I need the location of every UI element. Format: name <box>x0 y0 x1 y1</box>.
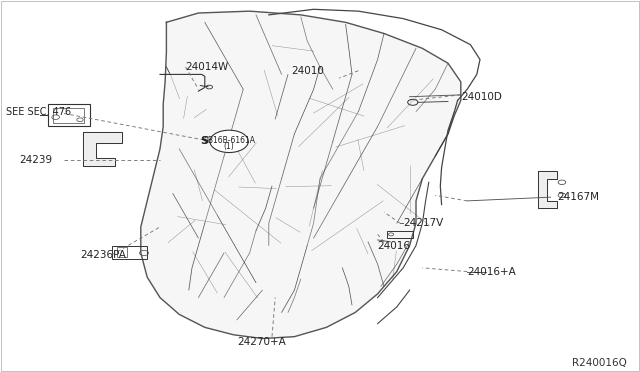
Text: 24167M: 24167M <box>557 192 599 202</box>
Bar <box>48 104 90 126</box>
Bar <box>387 231 413 238</box>
Text: 24217V: 24217V <box>403 218 444 228</box>
Polygon shape <box>141 11 461 339</box>
Text: SEE SEC. 476: SEE SEC. 476 <box>6 107 72 116</box>
Text: (1): (1) <box>224 142 234 151</box>
Text: 24010: 24010 <box>291 66 324 76</box>
Text: 24010D: 24010D <box>461 92 502 102</box>
Polygon shape <box>538 171 557 208</box>
Bar <box>117 247 127 257</box>
Text: 24016+A: 24016+A <box>467 267 516 276</box>
Text: R240016Q: R240016Q <box>572 358 627 368</box>
Text: 0B16B-6161A: 0B16B-6161A <box>203 136 255 145</box>
Text: 24016: 24016 <box>378 241 411 250</box>
Bar <box>53 108 84 123</box>
Text: S: S <box>200 137 208 146</box>
Text: 24236PA: 24236PA <box>80 250 126 260</box>
Polygon shape <box>83 132 122 166</box>
Text: 24270+A: 24270+A <box>237 337 285 347</box>
Circle shape <box>210 130 248 153</box>
Text: 24014W: 24014W <box>186 62 229 72</box>
Bar <box>112 246 147 259</box>
Text: 24239: 24239 <box>19 155 52 165</box>
